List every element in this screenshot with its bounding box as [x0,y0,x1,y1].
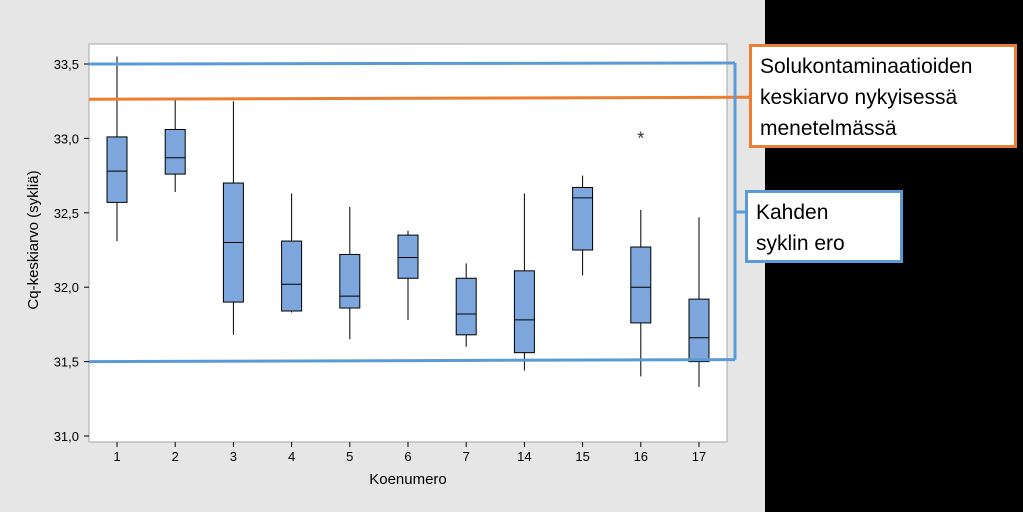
x-tick-label: 4 [288,449,295,464]
box [164,128,186,175]
y-tick-label: 33,0 [54,131,79,146]
x-axis-title: Koenumero [369,471,447,488]
outlier-marker: * [637,128,644,148]
orange-line [88,95,751,101]
contamination-mean-callout: Solukontaminaatioiden keskiarvo nykyises… [749,44,1017,148]
two-cycle-difference-callout: Kahden syklin ero [745,190,903,263]
y-tick-label: 32,0 [54,280,79,295]
y-tick-label: 32,5 [54,206,79,221]
box [688,298,710,363]
callout-line: menetelmässä [760,117,897,140]
x-tick-label: 7 [463,449,470,464]
x-tick-label: 17 [692,449,706,464]
x-tick-label: 5 [346,449,353,464]
x-tick-label: 14 [517,449,531,464]
x-tick-label: 1 [113,449,120,464]
x-tick-label: 15 [575,449,589,464]
box [397,234,419,279]
y-axis-title: Cq-keskiarvo (sykliä) [25,170,42,309]
x-tick-label: 16 [634,449,648,464]
y-tick-label: 33,5 [54,57,79,72]
box [281,240,303,312]
upper-blue-line [88,61,736,66]
lower-blue-line [88,358,736,364]
callout-line: Kahden [756,201,829,224]
x-tick-label: 6 [404,449,411,464]
box [572,187,594,251]
callout-line: syklin ero [756,232,845,255]
x-tick-label: 3 [230,449,237,464]
box-series: * [106,56,710,387]
y-tick-label: 31,5 [54,355,79,370]
y-tick-label: 31,0 [54,429,79,444]
callout-line: keskiarvo nykyisessä [760,86,958,109]
box [106,136,128,203]
box [513,270,535,354]
x-axis: 1 2 3 4 5 6 7 14 15 16 17 [113,442,706,464]
reference-lines [88,61,751,364]
x-tick-label: 2 [172,449,179,464]
box [630,246,652,324]
box [455,277,477,336]
box [339,253,361,309]
y-axis: 31,0 31,5 32,0 32,5 33,0 33,5 [54,57,89,444]
callout-line: Solukontaminaatioiden [760,55,973,78]
